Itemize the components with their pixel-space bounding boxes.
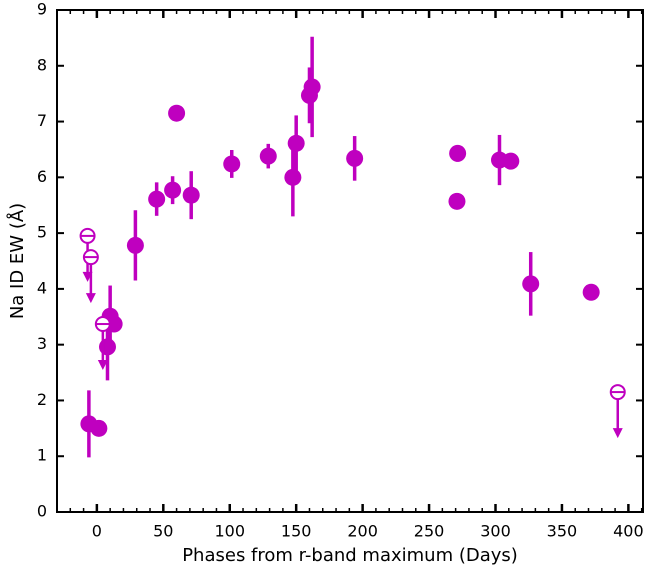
limit-arrow-head xyxy=(612,428,623,439)
y-tick-label: 8 xyxy=(37,55,47,74)
x-tick-label: 100 xyxy=(214,522,245,541)
point xyxy=(223,155,241,173)
x-tick-label: 150 xyxy=(281,522,312,541)
point xyxy=(164,181,182,199)
limit-arrow-head xyxy=(85,293,96,304)
y-tick-label: 3 xyxy=(37,334,47,353)
point xyxy=(346,149,364,167)
limit-arrow-head xyxy=(97,360,108,371)
point xyxy=(502,152,520,170)
x-tick-label: 50 xyxy=(153,522,173,541)
point xyxy=(522,275,540,293)
y-tick-label: 7 xyxy=(37,111,47,130)
y-tick-label: 4 xyxy=(37,278,47,297)
point xyxy=(168,104,186,122)
point xyxy=(126,236,144,254)
point xyxy=(582,283,600,301)
x-tick-label: 0 xyxy=(92,522,102,541)
point xyxy=(259,147,277,165)
point xyxy=(98,338,116,356)
point xyxy=(448,192,466,210)
point xyxy=(284,168,302,186)
point xyxy=(449,144,467,162)
y-tick-label: 9 xyxy=(37,0,47,19)
y-tick-label: 0 xyxy=(37,502,47,521)
x-axis-label: Phases from r-band maximum (Days) xyxy=(182,545,518,566)
y-tick-label: 6 xyxy=(37,167,47,186)
point xyxy=(303,78,321,96)
y-axis-label: Na ID EW (Å) xyxy=(6,203,28,319)
point xyxy=(148,190,166,208)
y-tick-label: 2 xyxy=(37,390,47,409)
plot-frame xyxy=(56,9,644,513)
point xyxy=(182,186,200,204)
x-tick-label: 250 xyxy=(414,522,445,541)
point xyxy=(105,315,123,333)
point xyxy=(90,419,108,437)
x-tick-label: 400 xyxy=(613,522,644,541)
y-tick-label: 1 xyxy=(37,446,47,465)
y-tick-label: 5 xyxy=(37,223,47,242)
point xyxy=(287,134,305,152)
x-tick-label: 200 xyxy=(347,522,378,541)
x-tick-label: 300 xyxy=(480,522,511,541)
x-tick-label: 350 xyxy=(547,522,578,541)
